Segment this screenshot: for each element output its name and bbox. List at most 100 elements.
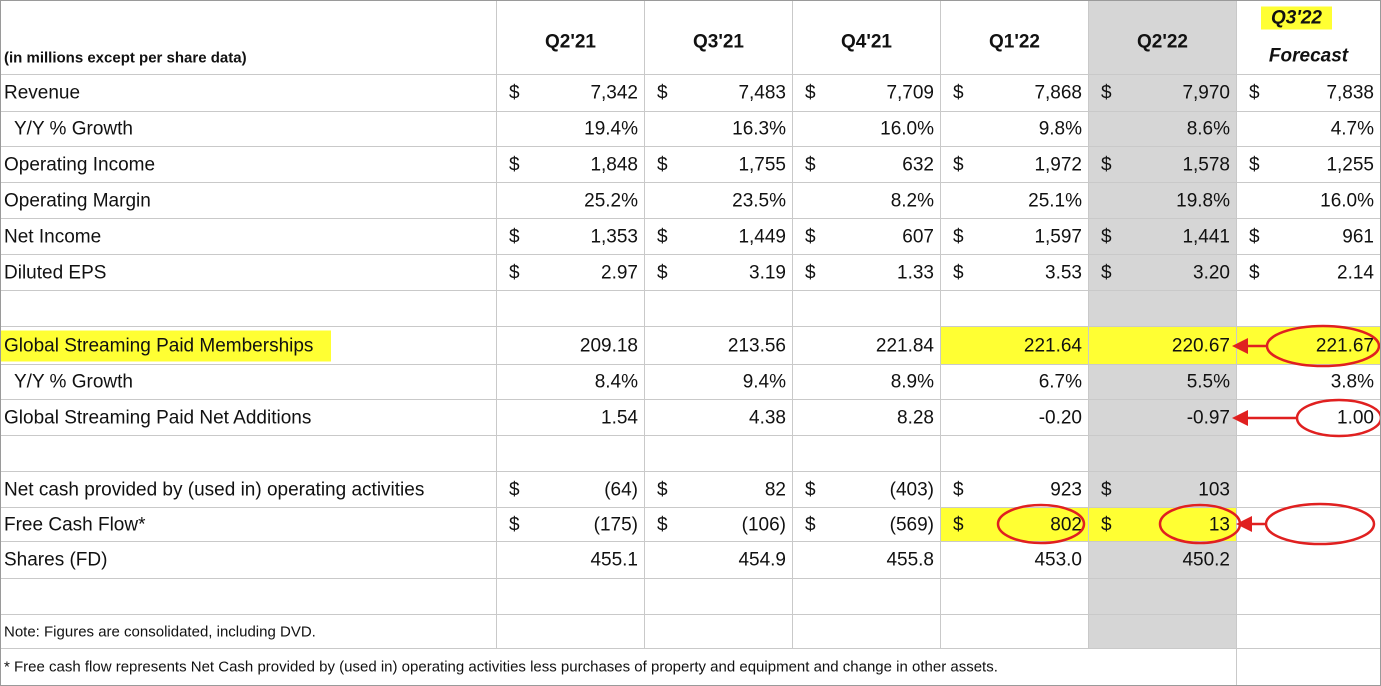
value-cell[interactable]: 1.00	[1237, 400, 1381, 436]
currency-symbol: $	[509, 82, 520, 104]
value-cell[interactable]: 25.1%	[941, 183, 1089, 219]
value-cell[interactable]: 8.28	[793, 400, 941, 436]
value-cell[interactable]: $ (64)	[497, 472, 645, 508]
value-cell[interactable]: $7,709	[793, 75, 941, 112]
value-cell[interactable]: $3.20	[1089, 255, 1237, 291]
value-cell[interactable]: $1,449	[645, 219, 793, 255]
value-cell[interactable]: $7,970	[1089, 75, 1237, 112]
value-cell[interactable]: $802	[941, 508, 1089, 542]
row-label: Revenue	[4, 82, 81, 104]
value-cell[interactable]: 221.84	[793, 327, 941, 365]
header-Q2-22[interactable]: Q2'22	[1089, 0, 1237, 75]
value: 455.8	[886, 549, 934, 571]
value-cell[interactable]: $13	[1089, 508, 1237, 542]
value-cell[interactable]: 454.9	[645, 542, 793, 579]
header-Q4-21[interactable]: Q4'21	[793, 0, 941, 75]
currency-symbol: $	[657, 154, 668, 175]
value-cell[interactable]: $1,255	[1237, 147, 1381, 183]
value-cell[interactable]: $7,838	[1237, 75, 1381, 112]
value-cell[interactable]: $1,441	[1089, 219, 1237, 255]
value-cell[interactable]: 1.54	[497, 400, 645, 436]
value-cell[interactable]: 4.38	[645, 400, 793, 436]
value-cell[interactable]: 23.5%	[645, 183, 793, 219]
value-cell[interactable]: 16.3%	[645, 112, 793, 147]
value-cell[interactable]: 25.2%	[497, 183, 645, 219]
value-cell[interactable]: $632	[793, 147, 941, 183]
blank-cell	[1237, 291, 1381, 327]
value-cell[interactable]: $3.53	[941, 255, 1089, 291]
value: 7,970	[1182, 82, 1230, 104]
row-label-0[interactable]: Revenue	[0, 75, 497, 112]
value-cell[interactable]: 213.56	[645, 327, 793, 365]
value-cell[interactable]: $ (106)	[645, 508, 793, 542]
row-label-3[interactable]: Operating Margin	[0, 183, 497, 219]
row-label-7[interactable]: Y/Y % Growth	[0, 365, 497, 400]
value-cell[interactable]: $923	[941, 472, 1089, 508]
value-cell[interactable]: 3.8%	[1237, 365, 1381, 400]
value-cell[interactable]: 455.1	[497, 542, 645, 579]
value-cell[interactable]: $1,848	[497, 147, 645, 183]
value-cell[interactable]: $7,868	[941, 75, 1089, 112]
header-Q2-21[interactable]: Q2'21	[497, 0, 645, 75]
value-cell[interactable]: $1,755	[645, 147, 793, 183]
value-cell[interactable]: 6.7%	[941, 365, 1089, 400]
header-Q3-22[interactable]: Q3'22 Forecast	[1237, 0, 1381, 75]
value-cell[interactable]: 16.0%	[1237, 183, 1381, 219]
value-cell[interactable]: 9.8%	[941, 112, 1089, 147]
value-cell[interactable]: 209.18	[497, 327, 645, 365]
value: 19.8%	[1176, 190, 1230, 211]
value-cell[interactable]: 8.4%	[497, 365, 645, 400]
header-Q1-22[interactable]: Q1'22	[941, 0, 1089, 75]
value-cell[interactable]: $7,483	[645, 75, 793, 112]
header-Q3-21[interactable]: Q3'21	[645, 0, 793, 75]
row-label-1[interactable]: Y/Y % Growth	[0, 112, 497, 147]
value-cell[interactable]: 455.8	[793, 542, 941, 579]
value-cell[interactable]: 8.6%	[1089, 112, 1237, 147]
value-cell[interactable]: 220.67	[1089, 327, 1237, 365]
value-cell[interactable]: 450.2	[1089, 542, 1237, 579]
units-note-cell[interactable]: (in millions except per share data)	[0, 0, 497, 75]
value-cell[interactable]: $7,342	[497, 75, 645, 112]
value-cell[interactable]: $ (403)	[793, 472, 941, 508]
value-cell[interactable]: $2.97	[497, 255, 645, 291]
value-cell[interactable]: 221.64	[941, 327, 1089, 365]
row-label-8[interactable]: Global Streaming Paid Net Additions	[0, 400, 497, 436]
value-cell[interactable]: $1.33	[793, 255, 941, 291]
value-cell[interactable]: $961	[1237, 219, 1381, 255]
value: 8.6%	[1186, 118, 1230, 140]
value-cell[interactable]: 16.0%	[793, 112, 941, 147]
value-cell[interactable]: $ (569)	[793, 508, 941, 542]
value-cell[interactable]: $1,578	[1089, 147, 1237, 183]
value-cell[interactable]	[1237, 542, 1381, 579]
value-cell[interactable]: $1,597	[941, 219, 1089, 255]
value-cell[interactable]: $82	[645, 472, 793, 508]
row-label-11[interactable]: Shares (FD)	[0, 542, 497, 579]
row-label-10[interactable]: Free Cash Flow*	[0, 508, 497, 542]
value-cell[interactable]	[1237, 508, 1381, 542]
value-cell[interactable]: 8.9%	[793, 365, 941, 400]
row-label-5[interactable]: Diluted EPS	[0, 255, 497, 291]
value-cell[interactable]: $103	[1089, 472, 1237, 508]
value-cell[interactable]: $ (175)	[497, 508, 645, 542]
value-cell[interactable]: -0.97	[1089, 400, 1237, 436]
value-cell[interactable]: -0.20	[941, 400, 1089, 436]
value-cell[interactable]: $607	[793, 219, 941, 255]
value-cell[interactable]: 8.2%	[793, 183, 941, 219]
value-cell[interactable]: 19.8%	[1089, 183, 1237, 219]
value-cell[interactable]	[1237, 472, 1381, 508]
blank-cell	[497, 615, 645, 649]
value-cell[interactable]: $1,353	[497, 219, 645, 255]
value-cell[interactable]: 9.4%	[645, 365, 793, 400]
row-label-2[interactable]: Operating Income	[0, 147, 497, 183]
value-cell[interactable]: 19.4%	[497, 112, 645, 147]
value-cell[interactable]: 4.7%	[1237, 112, 1381, 147]
value-cell[interactable]: 453.0	[941, 542, 1089, 579]
row-label-9[interactable]: Net cash provided by (used in) operating…	[0, 472, 497, 508]
value-cell[interactable]: 5.5%	[1089, 365, 1237, 400]
value-cell[interactable]: $2.14	[1237, 255, 1381, 291]
value-cell[interactable]: $1,972	[941, 147, 1089, 183]
value-cell[interactable]: 221.67	[1237, 327, 1381, 365]
row-label-4[interactable]: Net Income	[0, 219, 497, 255]
value-cell[interactable]: $3.19	[645, 255, 793, 291]
row-label-6[interactable]: Global Streaming Paid Memberships	[0, 327, 497, 365]
